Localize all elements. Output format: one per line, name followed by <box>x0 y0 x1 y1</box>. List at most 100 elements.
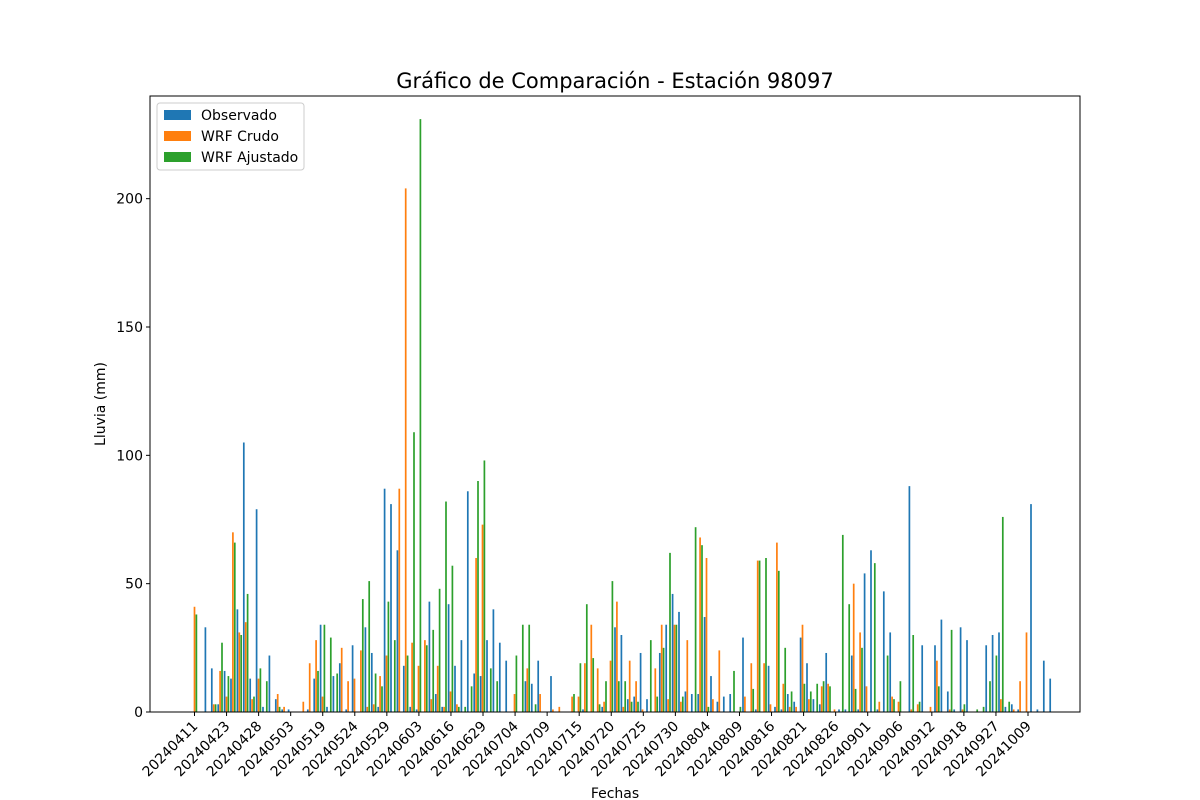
bar-wrf-crudo <box>1025 632 1028 712</box>
bar-wrf-crudo <box>366 706 369 712</box>
bar-wrf-crudo <box>577 696 580 712</box>
bar-observado <box>857 709 860 712</box>
bar-observado <box>959 627 962 712</box>
bar-observado <box>850 655 853 712</box>
bar-observado <box>1042 660 1045 712</box>
y-tick-label: 100 <box>116 448 143 464</box>
bar-wrf-ajustado <box>918 701 921 712</box>
bar-wrf-crudo <box>833 709 836 712</box>
bar-wrf-ajustado <box>765 558 767 712</box>
bar-observado <box>780 709 783 712</box>
bar-wrf-crudo <box>244 622 247 712</box>
bar-observado <box>268 655 271 712</box>
y-tick-label: 50 <box>125 577 143 593</box>
bar-wrf-crudo <box>673 624 676 712</box>
bar-wrf-ajustado <box>662 647 665 712</box>
bar-observado <box>754 709 757 712</box>
bar-wrf-crudo <box>513 694 516 712</box>
bar-observado <box>434 694 437 712</box>
bar-wrf-crudo <box>744 696 746 712</box>
bar-wrf-crudo <box>411 642 413 712</box>
bar-observado <box>415 709 418 712</box>
bar-observado <box>844 709 847 712</box>
bar-observado <box>825 652 828 712</box>
bar-wrf-ajustado <box>361 599 364 712</box>
bar-wrf-crudo <box>584 663 586 712</box>
bar-wrf-crudo <box>660 624 663 712</box>
bar-observado <box>966 640 968 712</box>
legend-swatch-wrf-ajustado <box>164 152 191 162</box>
bar-observado <box>684 691 687 712</box>
bar-wrf-crudo <box>897 701 900 712</box>
bar-observado <box>454 665 456 712</box>
bar-wrf-ajustado <box>336 673 339 712</box>
bar-wrf-crudo <box>750 663 753 712</box>
bar-observado <box>338 663 341 712</box>
bar-wrf-crudo <box>193 606 196 712</box>
bar-wrf-crudo <box>948 709 951 712</box>
bar-wrf-crudo <box>929 706 932 712</box>
bar-observado <box>626 699 629 712</box>
bar-wrf-ajustado <box>323 624 326 712</box>
bar-wrf-crudo <box>776 542 778 712</box>
bar-wrf-ajustado <box>240 635 243 712</box>
bar-wrf-ajustado <box>630 701 633 712</box>
bar-observado <box>537 660 540 712</box>
bar-wrf-ajustado <box>317 670 319 712</box>
bar-wrf-crudo <box>609 660 612 712</box>
bar-wrf-ajustado <box>381 686 383 712</box>
bar-wrf-crudo <box>430 699 433 712</box>
bar-observado <box>313 678 316 712</box>
bar-wrf-ajustado <box>893 699 895 712</box>
bar-wrf-ajustado <box>592 658 595 712</box>
bar-wrf-ajustado <box>438 588 441 712</box>
bar-observado <box>953 709 956 712</box>
bar-wrf-crudo <box>385 655 388 712</box>
bar-wrf-ajustado <box>694 527 697 712</box>
bar-wrf-ajustado <box>1001 516 1004 712</box>
bar-wrf-ajustado <box>528 624 531 712</box>
bar-wrf-ajustado <box>649 640 652 712</box>
bar-wrf-ajustado <box>976 709 979 712</box>
bar-wrf-ajustado <box>899 681 902 712</box>
bar-wrf-crudo <box>808 699 810 712</box>
bar-wrf-crudo <box>635 681 637 712</box>
bar-observado <box>390 504 392 712</box>
bar-wrf-crudo <box>552 709 554 712</box>
bar-wrf-crudo <box>212 704 215 712</box>
bar-observado <box>870 550 872 712</box>
legend-swatch-wrf-crudo <box>164 131 191 141</box>
bar-wrf-ajustado <box>937 686 940 712</box>
bar-wrf-ajustado <box>534 704 537 712</box>
bar-wrf-crudo <box>852 583 855 712</box>
y-tick-label: 200 <box>116 192 143 208</box>
bar-wrf-crudo <box>1019 681 1021 712</box>
bar-wrf-ajustado <box>515 655 518 712</box>
legend-swatch-observado <box>164 110 191 120</box>
bar-observado <box>326 706 328 712</box>
bar-layer <box>193 119 1052 713</box>
bar-wrf-ajustado <box>739 706 742 712</box>
bar-observado <box>486 640 488 712</box>
bar-wrf-ajustado <box>393 640 396 712</box>
bar-observado <box>620 635 623 712</box>
bar-wrf-ajustado <box>829 686 831 712</box>
bar-wrf-ajustado <box>733 670 735 712</box>
bar-wrf-crudo <box>417 665 420 712</box>
bar-wrf-crudo <box>622 706 625 712</box>
bar-wrf-ajustado <box>425 645 428 712</box>
bar-wrf-ajustado <box>1008 701 1011 712</box>
bar-wrf-ajustado <box>579 663 582 712</box>
bar-wrf-crudo <box>340 647 343 712</box>
bar-observado <box>710 676 712 712</box>
bar-observado <box>806 663 808 712</box>
bar-observado <box>665 624 668 712</box>
bar-observado <box>639 652 642 712</box>
bar-wrf-crudo <box>827 683 829 712</box>
chart-title: Gráfico de Comparación - Estación 98097 <box>396 69 833 93</box>
bar-wrf-crudo <box>865 686 868 712</box>
bar-wrf-ajustado <box>656 696 659 712</box>
y-tick-label: 0 <box>134 705 143 721</box>
bar-observado <box>319 624 322 712</box>
bar-observado <box>722 696 725 712</box>
